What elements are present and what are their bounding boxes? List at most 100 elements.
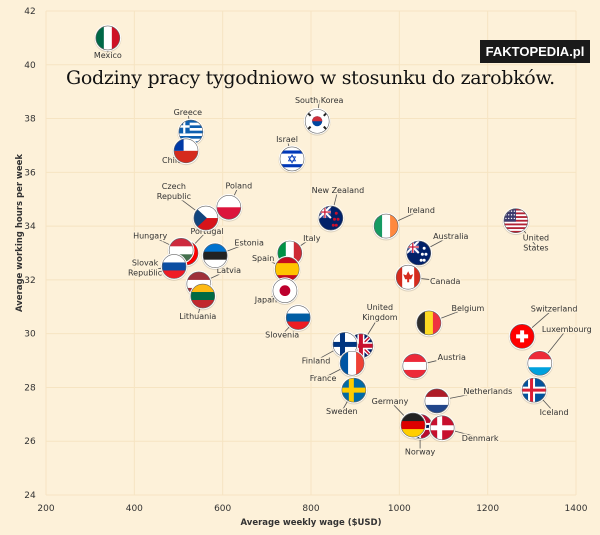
flag-marker-denmark [428, 414, 456, 443]
h-flag-icon [203, 243, 228, 268]
v-flag-icon [95, 25, 120, 50]
y-tick-label: 24 [24, 491, 36, 501]
flag-marker-poland [215, 193, 243, 222]
country-label: Japan [254, 296, 277, 305]
flag-marker-spain [273, 255, 301, 284]
country-label: Norway [405, 447, 436, 456]
y-tick-label: 30 [24, 330, 36, 340]
country-label: Poland [225, 181, 252, 190]
spain-flag-icon [275, 257, 300, 282]
country-label: Lithuania [179, 312, 216, 321]
chile-flag-icon [174, 138, 199, 163]
country-label: Estonia [234, 239, 264, 248]
country-label: Mexico [94, 51, 122, 60]
country-label: Latvia [217, 266, 241, 275]
x-tick-label: 600 [214, 504, 231, 514]
country-label: Spain [252, 254, 274, 263]
x-tick-label: 1200 [476, 504, 499, 514]
flag-marker-ireland [372, 212, 400, 241]
country-label: France [310, 374, 337, 383]
v-flag-icon [277, 241, 302, 265]
japan-flag-icon [272, 278, 297, 303]
y-tick-label: 26 [24, 437, 36, 447]
country-label: Ireland [407, 206, 435, 215]
nordic2-flag-icon [522, 378, 547, 403]
us-flag-icon [503, 208, 528, 233]
flag-marker-chile [172, 137, 200, 166]
korea-flag-icon [305, 109, 330, 134]
flag-marker-australia [405, 239, 433, 268]
y-axis-label: Average working hours per week [15, 154, 25, 312]
h-flag-icon [190, 284, 215, 309]
flag-marker-south-korea [303, 107, 331, 136]
country-label: Slovak Republic [128, 258, 162, 277]
x-tick-label: 800 [302, 504, 319, 514]
flag-marker-new-zealand [317, 204, 345, 233]
flag-markers [94, 24, 554, 443]
h-flag-icon [162, 254, 187, 279]
x-tick-label: 1000 [388, 504, 411, 514]
flag-marker-united-states [502, 207, 530, 236]
country-label: Hungary [133, 231, 167, 240]
h-flag-icon [401, 413, 426, 438]
czech-flag-icon [193, 206, 218, 231]
country-label: Netherlands [463, 387, 512, 396]
x-axis-label: Average weekly wage ($USD) [241, 518, 382, 528]
swiss-flag-icon [510, 324, 535, 349]
y-tick-label: 34 [24, 222, 36, 232]
country-label: Luxembourg [542, 325, 592, 334]
country-label: Sweden [326, 407, 358, 416]
flag-marker-germany [399, 411, 427, 440]
country-label: South Korea [295, 96, 344, 105]
country-label: Canada [430, 277, 461, 286]
v-flag-icon [374, 214, 399, 239]
country-label: Belgium [452, 304, 485, 313]
flag-marker-estonia [201, 242, 229, 271]
israel-flag-icon [280, 146, 305, 171]
flag-marker-lithuania [189, 282, 217, 311]
h-flag-icon [216, 195, 241, 220]
y-tick-label: 28 [24, 383, 36, 393]
country-label: United States [523, 234, 549, 253]
h-flag-icon [402, 353, 427, 378]
y-tick-label: 38 [24, 115, 36, 125]
chart-title: Godziny pracy tygodniowo w stosunku do z… [66, 67, 555, 89]
x-tick-label: 1400 [565, 504, 588, 514]
flag-marker-switzerland [508, 323, 536, 351]
country-label: New Zealand [312, 186, 365, 195]
flag-marker-mexico [94, 24, 122, 53]
country-label: Italy [303, 234, 321, 243]
country-label: Switzerland [531, 304, 578, 313]
country-label: Australia [433, 232, 468, 241]
flag-marker-japan [271, 277, 299, 306]
flag-marker-sweden [340, 376, 368, 405]
country-label: Denmark [462, 434, 499, 443]
flag-marker-canada [394, 263, 422, 292]
country-label: Iceland [540, 408, 569, 417]
flag-marker-czech-republic [192, 204, 220, 233]
canada-flag-icon [396, 265, 421, 290]
h-flag-icon [424, 388, 449, 413]
flag-marker-iceland [520, 376, 548, 405]
country-label: Germany [372, 397, 409, 406]
flag-marker-france [338, 349, 366, 378]
h-flag-icon [286, 305, 311, 330]
x-tick-label: 400 [126, 504, 143, 514]
v-flag-icon [416, 310, 441, 335]
flag-marker-slovak-republic [160, 253, 188, 281]
stars-flag-icon [318, 206, 343, 231]
flag-marker-austria [401, 352, 429, 381]
y-tick-label: 40 [24, 61, 36, 71]
country-label: Israel [276, 135, 298, 144]
stars-flag-icon [406, 241, 431, 265]
country-label: Greece [174, 108, 203, 117]
flag-marker-netherlands [423, 387, 451, 416]
flag-marker-belgium [415, 309, 443, 338]
x-tick-label: 200 [37, 504, 54, 514]
v-flag-icon [340, 351, 365, 376]
nordic-flag-icon [341, 378, 366, 403]
h-flag-icon [527, 351, 552, 376]
y-tick-label: 42 [24, 7, 35, 17]
